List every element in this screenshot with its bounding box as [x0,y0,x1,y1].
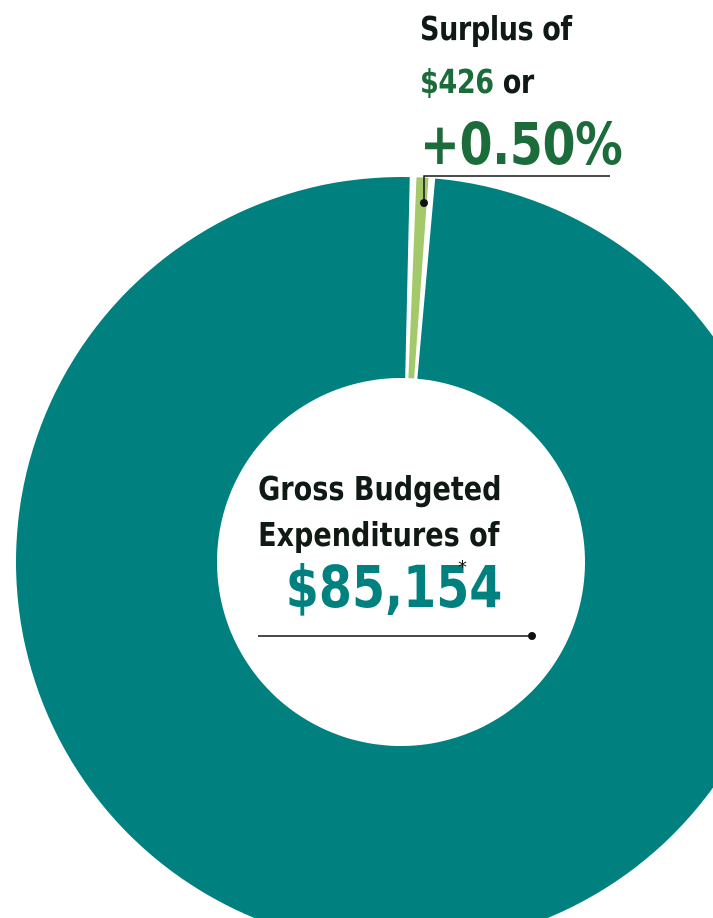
footnote-mark: * [458,557,467,578]
slice-surplus [408,177,429,379]
surplus-amount-label: $426 or [420,63,534,101]
leader-lines [258,175,610,640]
total-underline-dot [528,632,536,640]
surplus-label: Surplus of [420,9,572,48]
donut-slices [16,177,713,918]
surplus-leader-line [423,175,610,203]
total-amount-block: $85,154 * [262,555,503,619]
surplus-percent: +0.50% [420,110,623,178]
total-label: Gross Budgeted Expenditures of [232,466,522,558]
total-label-line2: Expenditures of [258,515,500,554]
slice-gross-expenditures [16,177,713,918]
total-amount: $85,154 [285,553,503,621]
surplus-leader-dot [420,199,428,207]
total-label-line1: Gross Budgeted [258,469,502,508]
surplus-connector: or [502,62,535,101]
surplus-amount: $426 [420,62,494,101]
